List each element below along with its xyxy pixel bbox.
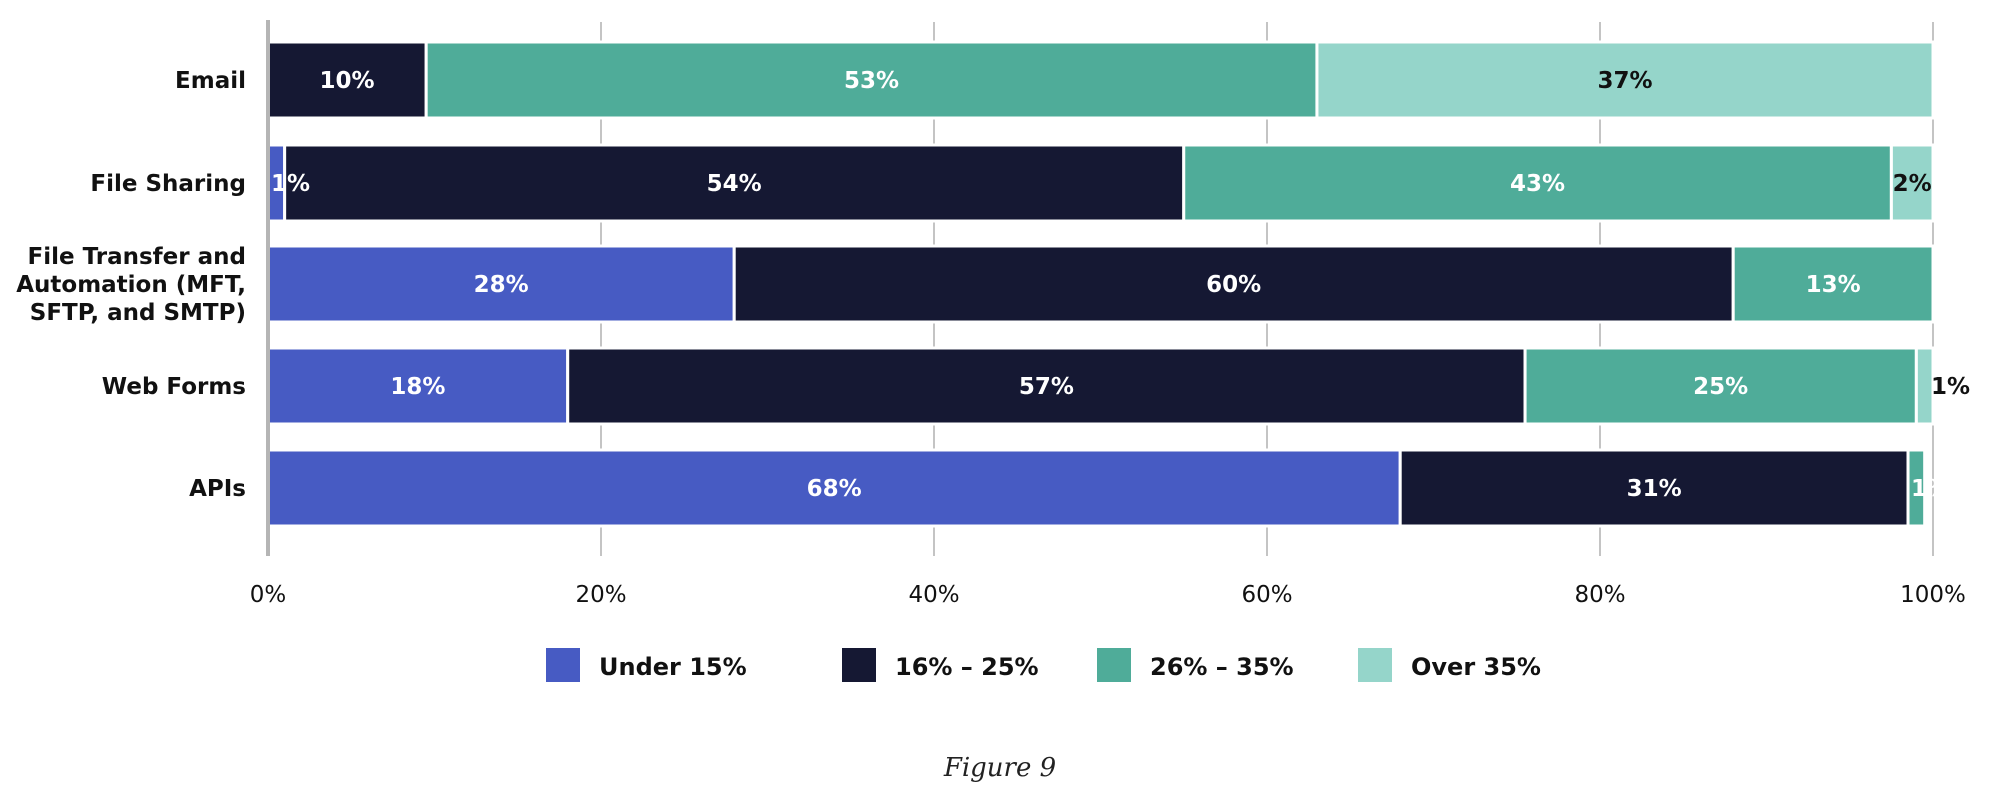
category-label: File Transfer and Automation (MFT, SFTP, a… — [16, 244, 246, 326]
legend-swatch — [842, 648, 876, 682]
bar-segment — [1889, 143, 1935, 223]
bar-segment — [1914, 346, 1935, 426]
bars — [266, 40, 1935, 528]
legend-swatch — [1358, 648, 1392, 682]
category-label: APIs — [189, 476, 246, 502]
data-label: 13% — [1806, 272, 1861, 298]
x-tick-label: 20% — [575, 582, 626, 608]
x-tick-label: 0% — [250, 582, 287, 608]
data-label: 1% — [1911, 476, 1950, 502]
bar-segment — [732, 244, 1735, 324]
legend-label: Under 15% — [599, 653, 747, 681]
data-labels: 10% 53% 37% 1% 54% 43% 2% 28% 60% 13% 18% 57% 25% 1% 6… — [271, 68, 1970, 502]
data-label: 54% — [707, 171, 762, 197]
legend-swatch — [546, 648, 580, 682]
bar-segment — [1315, 40, 1935, 120]
figure-caption: Figure 9 — [943, 753, 1056, 783]
category-label: File Sharing — [90, 171, 246, 197]
data-label: 25% — [1693, 374, 1748, 400]
legend-label: 26% – 35% — [1150, 653, 1294, 681]
data-label: 2% — [1893, 171, 1932, 197]
data-label: 18% — [390, 374, 445, 400]
x-tick-label: 40% — [908, 582, 959, 608]
x-tick-label: 80% — [1574, 582, 1625, 608]
data-label: 1% — [1931, 374, 1970, 400]
bar-segment — [1398, 448, 1910, 528]
legend: Under 15% 16% – 25% 26% – 35% Over 35% — [546, 648, 1541, 682]
category-label: Web Forms — [102, 374, 246, 400]
bar-segment — [266, 244, 736, 324]
category-label: Email — [175, 68, 246, 94]
data-label: 1% — [271, 171, 310, 197]
x-tick-label: 100% — [1900, 582, 1966, 608]
data-label: 43% — [1510, 171, 1565, 197]
data-label: 37% — [1597, 68, 1652, 94]
bar-segment — [1731, 244, 1935, 324]
bar-segment — [1906, 448, 1927, 528]
x-tick-label: 60% — [1241, 582, 1292, 608]
legend-label: 16% – 25% — [895, 653, 1039, 681]
data-label: 53% — [844, 68, 899, 94]
data-label: 60% — [1206, 272, 1261, 298]
bar-segment — [566, 346, 1527, 426]
data-label: 57% — [1019, 374, 1074, 400]
legend-swatch — [1097, 648, 1131, 682]
bar-segment — [1523, 346, 1918, 426]
bar-segment — [266, 448, 1402, 528]
bar-segment — [424, 40, 1319, 120]
data-label: 28% — [474, 272, 529, 298]
data-label: 31% — [1627, 476, 1682, 502]
legend-label: Over 35% — [1411, 653, 1541, 681]
data-label: 68% — [807, 476, 862, 502]
axes: 0% 20% 40% 60% 80% 100% Email File Sharing File … — [16, 20, 1966, 608]
data-label: 10% — [320, 68, 375, 94]
